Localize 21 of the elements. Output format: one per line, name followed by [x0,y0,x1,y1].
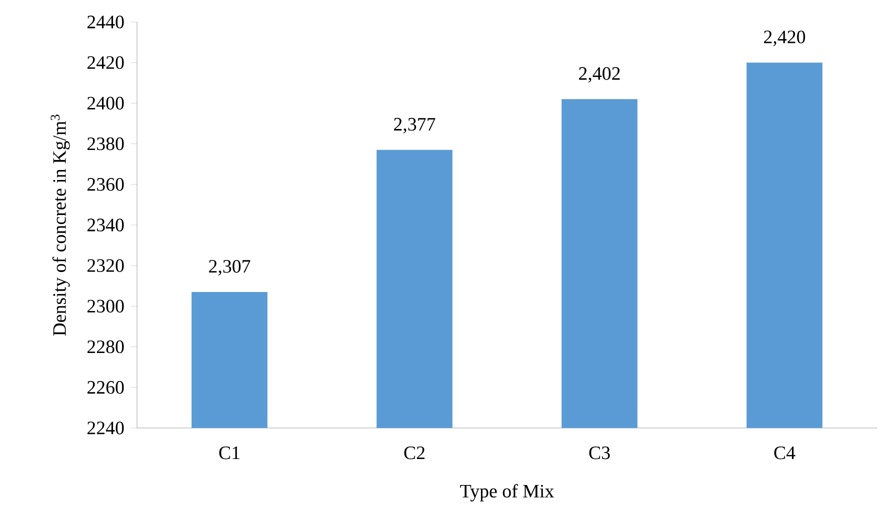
y-tick-label: 2440 [87,16,124,28]
y-tick-label: 2340 [87,218,124,232]
x-tick-label: C4 [774,446,796,460]
data-label: 2,307 [209,260,250,276]
y-tick-label: 2260 [87,381,124,394]
x-axis-title: Type of Mix [460,484,554,502]
data-label: 2,402 [579,67,620,83]
y-tick-label: 2360 [87,178,124,191]
y-tick-label: 2300 [87,300,124,313]
y-tick-label: 2420 [87,56,124,69]
data-label: 2,377 [394,118,436,134]
data-label: 2,420 [764,30,806,46]
y-tick-label: 2400 [87,96,124,110]
y-tick-label: 2320 [87,259,124,272]
y-tick-label: 2240 [87,422,124,434]
x-tick-label: C3 [589,446,610,460]
y-tick-label: 2380 [87,137,124,150]
y-axis-title: Density of concrete in Kg/m$^{3}$ [50,114,70,336]
y-tick-label: 2280 [87,340,124,354]
x-tick-label: C1 [219,446,240,460]
x-tick-label: C2 [404,446,425,460]
